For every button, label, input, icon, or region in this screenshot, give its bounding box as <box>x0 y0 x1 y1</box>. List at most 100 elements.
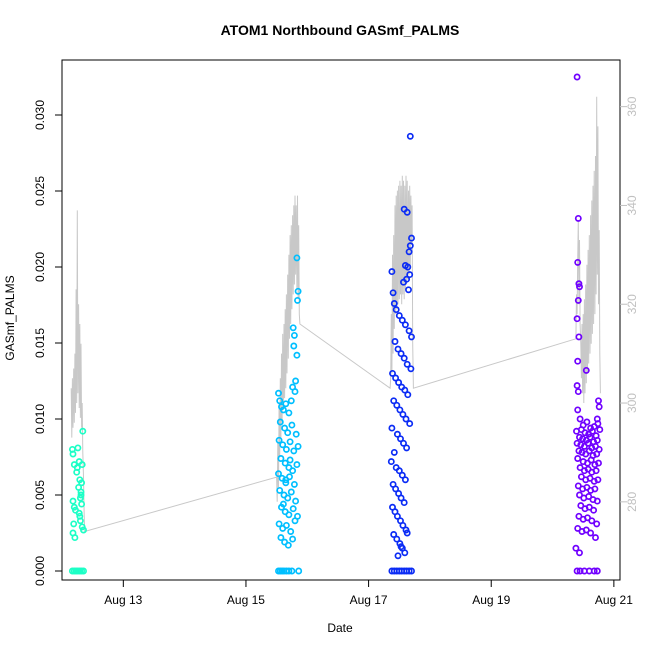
y2-tick-label: 360 <box>625 96 639 116</box>
data-point <box>401 549 409 557</box>
data-point <box>574 455 582 462</box>
data-point <box>279 406 287 414</box>
data-point <box>282 476 290 484</box>
data-point <box>288 421 296 429</box>
scatter-points-layer <box>68 73 604 575</box>
data-point <box>403 529 411 537</box>
x-axis-label: Date <box>327 621 353 635</box>
series-2-points <box>275 254 303 575</box>
data-point <box>399 521 407 529</box>
x-tick-label: Aug 17 <box>350 593 388 607</box>
data-point <box>292 377 300 385</box>
data-point <box>405 567 413 575</box>
data-point <box>281 459 289 467</box>
data-point <box>295 567 303 575</box>
data-point <box>397 350 405 358</box>
data-point <box>585 493 593 500</box>
data-point <box>77 491 85 499</box>
data-point <box>290 480 298 488</box>
data-point <box>408 234 415 242</box>
data-point <box>405 327 413 335</box>
data-point <box>396 406 404 414</box>
y-axis-label: GASmf_PALMS <box>3 275 17 360</box>
data-point <box>393 512 401 520</box>
data-point <box>398 471 406 479</box>
data-point <box>403 208 411 216</box>
data-point <box>592 534 599 542</box>
data-point <box>294 287 302 295</box>
data-point <box>395 379 403 386</box>
data-point <box>285 567 293 575</box>
axes-layer: Aug 13 Aug 15 Aug 17 Aug 19 Aug 21 0.000 0.005… <box>33 59 639 607</box>
data-point <box>290 447 298 455</box>
data-point <box>573 567 581 575</box>
x-tick-label: Aug 21 <box>595 593 633 607</box>
data-point <box>287 397 295 405</box>
data-point <box>405 286 412 294</box>
data-point <box>277 455 285 462</box>
data-point <box>573 315 581 323</box>
series-1-points <box>68 427 87 575</box>
data-point <box>400 499 408 507</box>
data-point <box>394 552 402 560</box>
data-point <box>284 494 292 502</box>
data-point <box>406 271 414 279</box>
data-point <box>397 543 405 551</box>
data-point <box>78 461 86 469</box>
data-point <box>406 132 414 140</box>
data-point <box>71 534 79 542</box>
data-point <box>289 324 297 332</box>
data-point <box>277 534 285 542</box>
data-point <box>582 366 590 374</box>
data-point <box>393 401 401 409</box>
data-point <box>407 365 415 373</box>
data-point <box>574 388 582 396</box>
data-point <box>287 488 295 496</box>
data-point <box>390 300 398 307</box>
data-point <box>291 388 299 396</box>
data-point <box>596 426 604 434</box>
data-point <box>397 435 404 443</box>
data-point <box>573 382 581 390</box>
data-point <box>400 278 407 286</box>
data-point <box>80 526 87 534</box>
data-point <box>591 461 599 469</box>
data-point <box>594 476 602 484</box>
data-point <box>284 429 292 437</box>
data-point <box>404 391 412 399</box>
data-point <box>275 389 282 397</box>
data-point <box>391 338 399 345</box>
data-point <box>70 520 78 528</box>
series-4-points <box>572 73 604 575</box>
data-point <box>577 502 585 510</box>
data-point <box>575 280 583 288</box>
data-point <box>69 497 77 505</box>
data-point <box>292 497 300 505</box>
data-point <box>588 427 596 435</box>
data-point <box>572 544 580 552</box>
data-point <box>408 567 415 575</box>
data-point <box>282 479 290 487</box>
x-tick-label: Aug 15 <box>227 593 265 607</box>
data-point <box>388 268 396 276</box>
data-point <box>401 476 409 484</box>
data-point <box>574 214 582 222</box>
data-point <box>576 415 584 423</box>
data-point <box>593 436 601 444</box>
data-point <box>595 403 603 411</box>
data-point <box>590 567 598 575</box>
data-point <box>294 442 302 450</box>
data-point <box>395 467 403 475</box>
data-point <box>576 567 584 575</box>
data-point <box>406 420 414 428</box>
data-point <box>395 312 403 320</box>
data-point <box>287 528 295 535</box>
data-point <box>292 430 300 438</box>
data-point <box>404 263 412 271</box>
data-point <box>288 567 296 575</box>
data-point <box>399 410 407 418</box>
data-point <box>588 517 596 525</box>
